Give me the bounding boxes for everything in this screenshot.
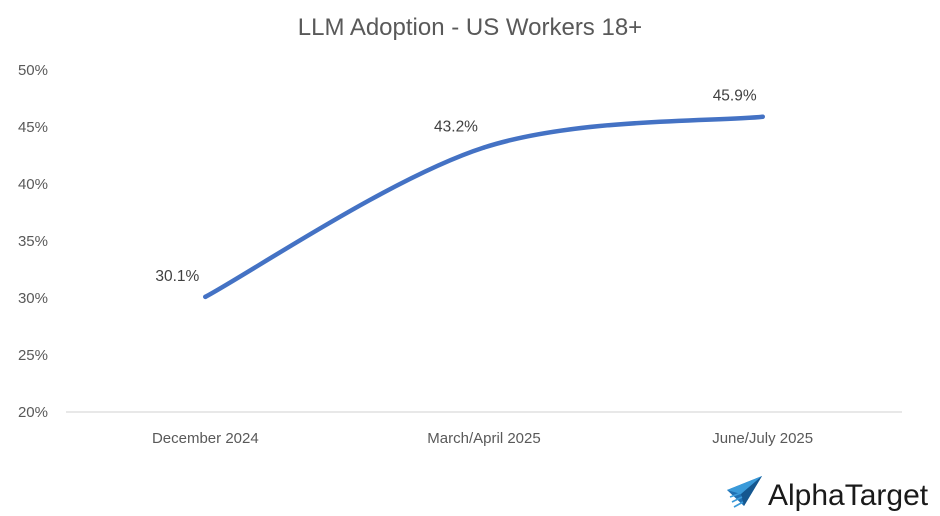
y-tick-label: 50% bbox=[18, 62, 48, 79]
data-label: 45.9% bbox=[713, 88, 757, 105]
chart-title: LLM Adoption - US Workers 18+ bbox=[298, 14, 642, 41]
series-line bbox=[203, 114, 765, 300]
data-labels: 30.1% 43.2% 45.9% bbox=[155, 88, 757, 285]
y-tick-label: 30% bbox=[18, 290, 48, 307]
y-axis: 20% 25% 30% 35% 40% 45% 50% bbox=[18, 62, 48, 421]
y-tick-label: 40% bbox=[18, 176, 48, 193]
y-tick-label: 35% bbox=[18, 233, 48, 250]
x-tick-label: December 2024 bbox=[152, 430, 259, 447]
data-label: 43.2% bbox=[434, 119, 478, 136]
y-tick-label: 25% bbox=[18, 347, 48, 364]
y-tick-label: 45% bbox=[18, 119, 48, 136]
paper-plane-icon bbox=[727, 476, 762, 508]
x-tick-label: June/July 2025 bbox=[712, 430, 813, 447]
y-tick-label: 20% bbox=[18, 404, 48, 421]
data-point bbox=[203, 294, 208, 300]
x-axis: December 2024 March/April 2025 June/July 2… bbox=[152, 430, 813, 447]
brand-name: AlphaTarget bbox=[768, 479, 929, 512]
data-label: 30.1% bbox=[155, 268, 199, 285]
series-group bbox=[203, 114, 765, 300]
data-point bbox=[760, 114, 765, 119]
data-point bbox=[481, 145, 487, 150]
brand-logo: AlphaTarget bbox=[727, 476, 929, 512]
x-tick-label: March/April 2025 bbox=[427, 430, 540, 447]
